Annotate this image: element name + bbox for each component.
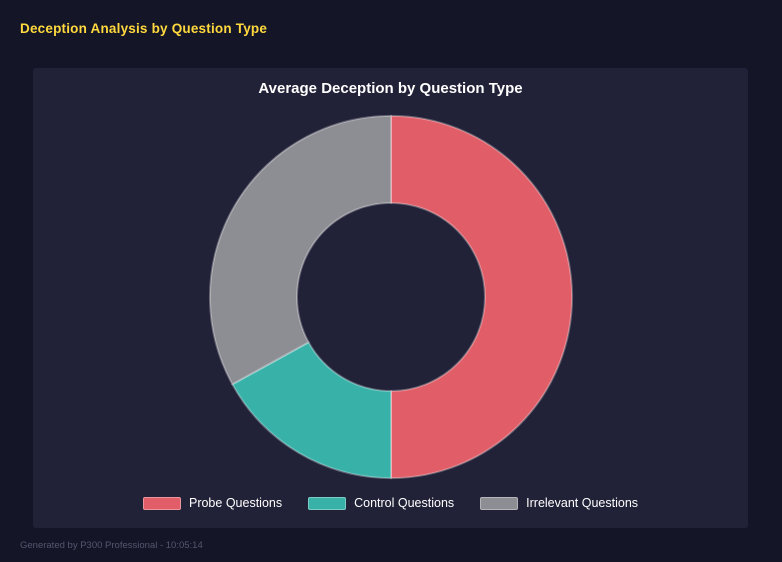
footer-text: Generated by P300 Professional - 10:05:1… (20, 540, 203, 551)
legend-label: Control Questions (354, 496, 455, 510)
legend-label: Probe Questions (188, 496, 283, 510)
legend-swatch (480, 496, 519, 510)
legend-swatch (142, 496, 181, 510)
chart-legend: Probe Questions Control Questions Irreleva… (142, 496, 638, 510)
donut-segment-2 (230, 340, 392, 479)
donut-segment-1 (389, 114, 573, 479)
chart-panel: Average Deception by Question Type Probe… (33, 68, 748, 528)
legend-item: Irrelevant Questions (480, 496, 638, 510)
chart-title: Average Deception by Question Type (258, 80, 523, 97)
legend-item: Probe Questions (142, 496, 283, 510)
donut-chart-area (33, 97, 748, 496)
legend-item: Control Questions (308, 496, 454, 510)
page-title: Deception Analysis by Question Type (20, 21, 268, 36)
donut-chart (208, 114, 573, 479)
donut-segment-3 (208, 114, 392, 385)
legend-swatch (308, 496, 347, 510)
legend-label: Irrelevant Questions (526, 496, 639, 510)
